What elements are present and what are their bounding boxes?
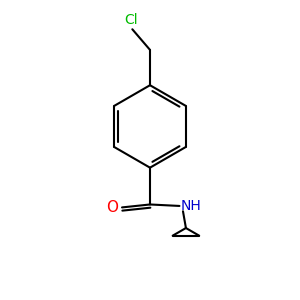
Text: Cl: Cl (124, 13, 138, 27)
Text: NH: NH (181, 199, 202, 213)
Text: O: O (106, 200, 119, 215)
